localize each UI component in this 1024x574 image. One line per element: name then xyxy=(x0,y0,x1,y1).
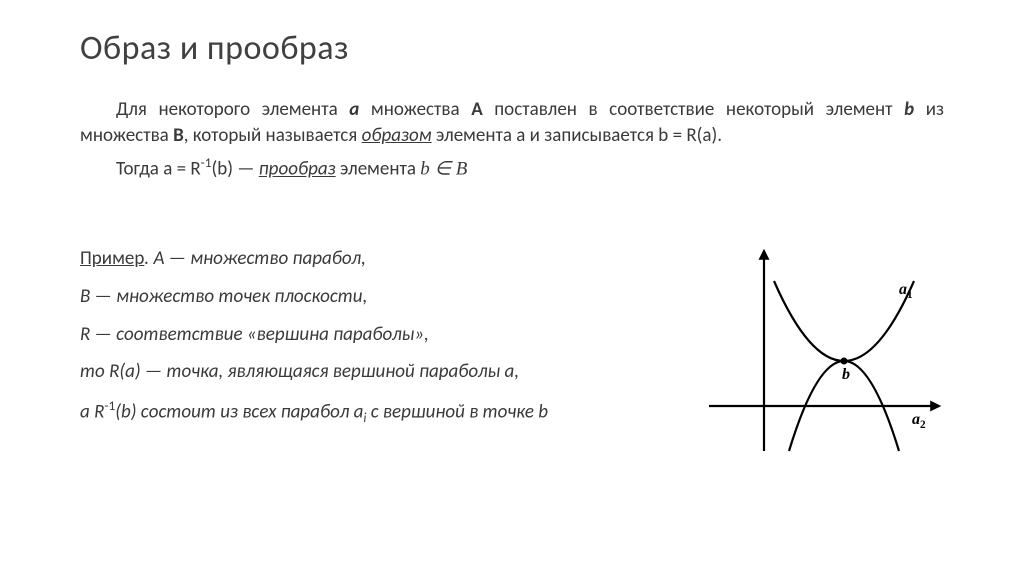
example-line-4: то R(a) — точка, являющаяся вершиной пар… xyxy=(80,359,674,385)
sup-minus1: -1 xyxy=(104,397,115,414)
text: Тогда a = R xyxy=(116,158,201,181)
var-b: b xyxy=(904,98,914,121)
text: множества xyxy=(359,98,471,121)
text: . A — множество парабол, xyxy=(144,247,365,270)
diagram-svg xyxy=(694,246,944,456)
paragraph-1: Для некоторого элемента a множества A по… xyxy=(80,97,944,148)
example-line-2: B — множество точек плоскости, xyxy=(80,284,674,310)
var-a: a xyxy=(349,98,359,121)
example-line-1: Пример. A — множество парабол, xyxy=(80,246,674,272)
parabola-diagram: a1 a2 b xyxy=(694,246,944,456)
text: с вершиной в точке b xyxy=(366,400,548,423)
paragraph-2: Тогда a = R-1(b) — прообраз элемента b ∈… xyxy=(80,154,944,182)
example-line-3: R — соответствие «вершина параболы», xyxy=(80,322,674,348)
text: Для некоторого элемента xyxy=(116,98,349,121)
text: (b) — xyxy=(211,158,258,181)
label-a2: a2 xyxy=(912,411,926,431)
label-b: b xyxy=(842,366,850,384)
math-b-in-B: b ∈ B xyxy=(420,159,467,180)
text: элемента xyxy=(336,158,421,181)
text: а R xyxy=(80,400,104,423)
lower-row: Пример. A — множество парабол, B — множе… xyxy=(80,246,944,456)
example-line-5: а R-1(b) состоит из всех парабол ai с ве… xyxy=(80,397,674,427)
text: элемента a и записывается b = R(a). xyxy=(432,124,722,147)
slide-title: Образ и прообраз xyxy=(80,28,944,69)
example-text: Пример. A — множество парабол, B — множе… xyxy=(80,246,674,439)
term-obraz: образом xyxy=(362,124,432,147)
var-A: A xyxy=(471,98,483,121)
term-proobraz: прообраз xyxy=(259,158,336,181)
sup-minus1: -1 xyxy=(201,154,212,171)
label-a1: a1 xyxy=(899,281,913,301)
example-lead: Пример xyxy=(80,247,144,270)
text: (b) состоит из всех парабол a xyxy=(115,400,363,423)
text: , который называется xyxy=(184,124,362,147)
slide: Образ и прообраз Для некоторого элемента… xyxy=(0,0,1024,574)
var-B: B xyxy=(173,124,184,147)
text: поставлен в соответствие некоторый элеме… xyxy=(483,98,904,121)
